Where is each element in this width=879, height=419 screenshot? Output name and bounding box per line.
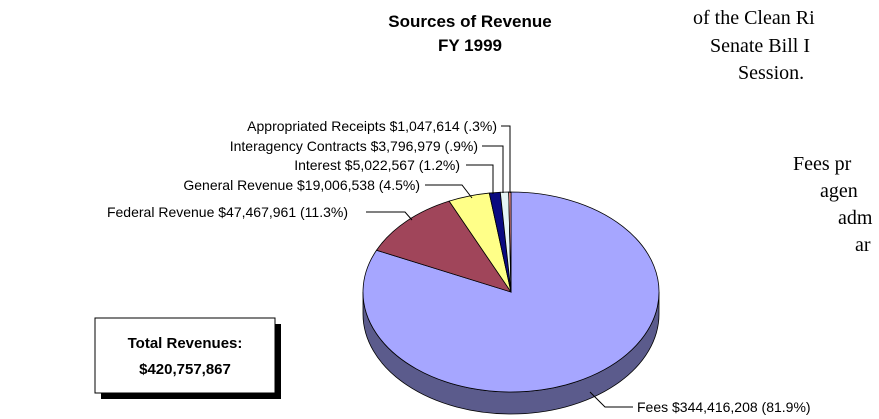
slice-category: Federal Revenue [107, 204, 215, 220]
slice-label: Interest $5,022,567 (1.2%) [294, 157, 460, 173]
leader-line [482, 145, 504, 193]
doc-line: of the Clean Ri [693, 7, 815, 29]
total-label: Total Revenues: [128, 335, 243, 352]
labels: Fees $344,416,208 (81.9%) Federal Revenue… [107, 118, 811, 415]
chart-title: Sources of Revenue [388, 12, 551, 31]
pie [362, 191, 660, 415]
slice-label: Appropriated Receipts $1,047,614 (.3%) [247, 118, 497, 134]
doc-line: adm [838, 207, 873, 229]
slice-label: Fees $344,416,208 (81.9%) [637, 399, 811, 415]
doc-line: Session. [738, 62, 804, 84]
leader-line [589, 391, 633, 408]
leader-line [366, 211, 413, 221]
slice-category: Interagency Contracts [230, 138, 367, 154]
chart-subtitle: FY 1999 [438, 36, 502, 55]
slice-value-label: $47,467,961 (11.3%) [218, 204, 348, 220]
doc-line: agen [820, 180, 858, 202]
slice-value-label: $5,022,567 (1.2%) [345, 157, 460, 173]
total-box [94, 317, 276, 394]
leader-line [466, 164, 494, 194]
slice-label: Federal Revenue $47,467,961 (11.3%) [107, 204, 348, 220]
slice-category: Appropriated Receipts [247, 118, 386, 134]
document-text: of the Clean Ri Senate Bill I Session. Fees… [693, 7, 873, 256]
leader-line [501, 125, 511, 193]
doc-line: Fees pr [793, 153, 852, 175]
leader-line [425, 184, 473, 199]
slice-category: Fees [637, 399, 668, 415]
slice-value-label: $19,006,538 (4.5%) [297, 177, 420, 193]
slice-category: Interest [294, 157, 341, 173]
slice-value-label: $344,416,208 (81.9%) [672, 399, 811, 415]
doc-line: Senate Bill I [710, 35, 810, 57]
doc-line: ar [855, 234, 871, 256]
slice-label: General Revenue $19,006,538 (4.5%) [183, 177, 420, 193]
slice-label: Interagency Contracts $3,796,979 (.9%) [230, 138, 478, 154]
slice-value-label: $1,047,614 (.3%) [390, 118, 497, 134]
slice [375, 200, 512, 293]
total-value: $420,757,867 [139, 361, 231, 378]
slice-value-label: $3,796,979 (.9%) [371, 138, 478, 154]
slice-category: General Revenue [183, 177, 293, 193]
